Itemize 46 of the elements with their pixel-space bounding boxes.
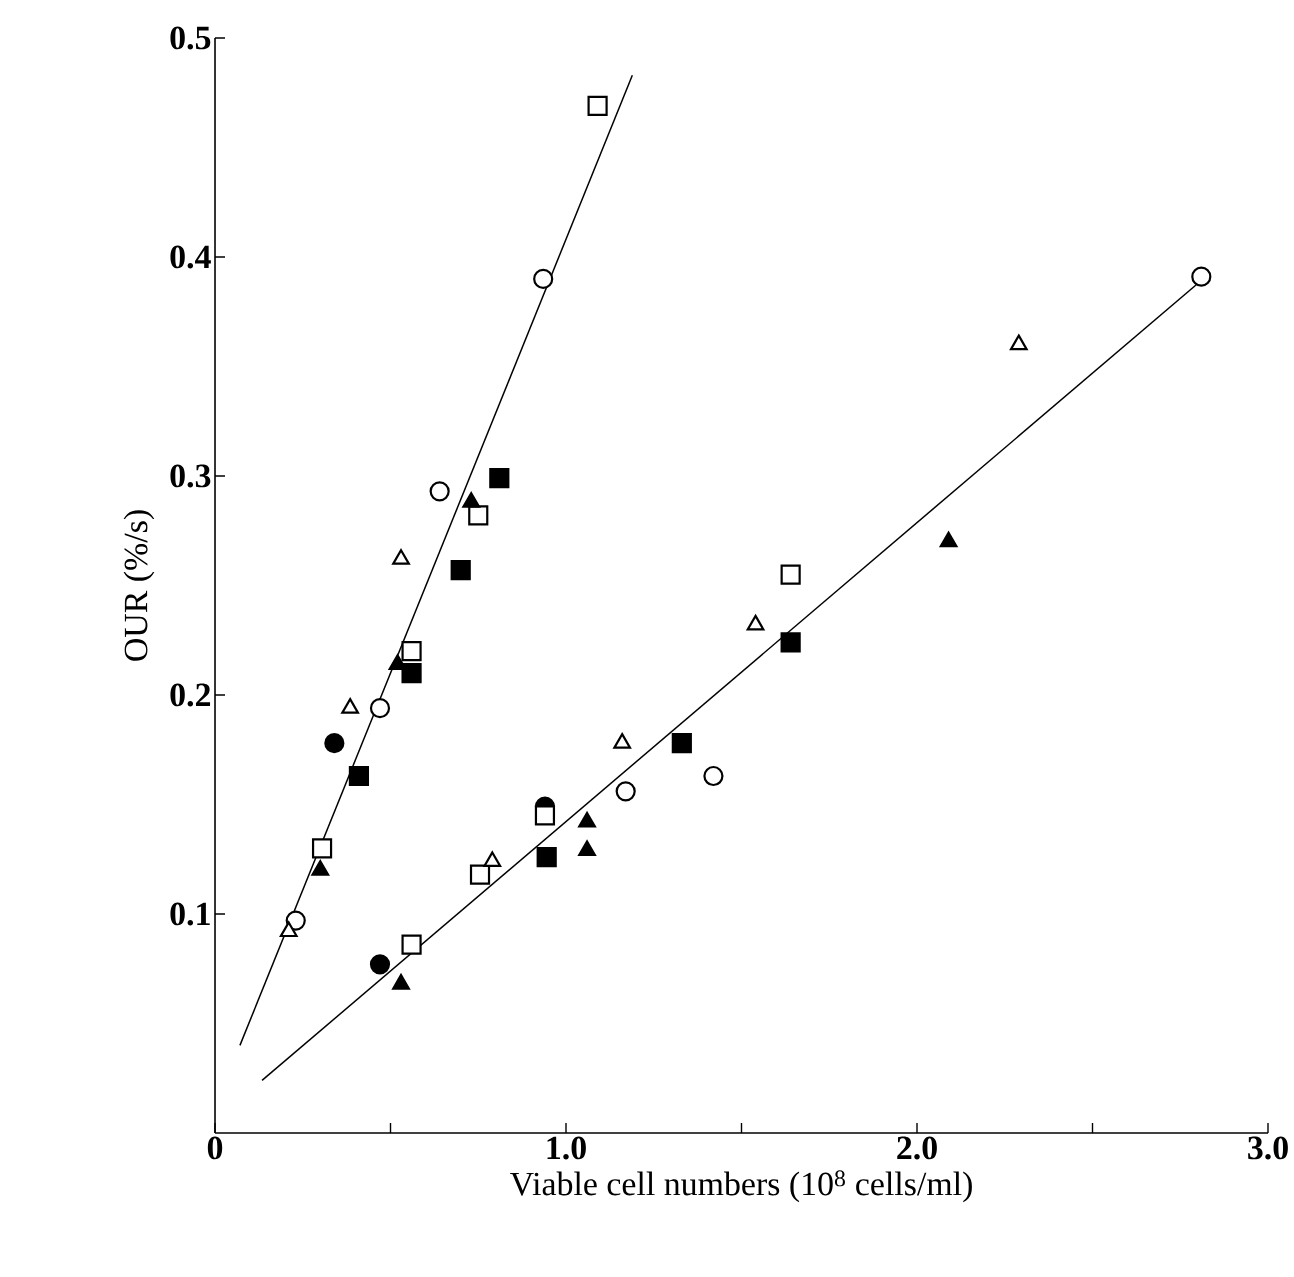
point: [401, 641, 422, 662]
point: [324, 733, 345, 754]
point: [534, 805, 556, 826]
point: [615, 781, 636, 802]
point: [468, 505, 489, 526]
point: [311, 860, 330, 876]
point: [613, 733, 632, 749]
point: [341, 698, 360, 714]
point: [401, 934, 422, 955]
y-tick-label: 0.1: [170, 902, 210, 926]
point: [462, 492, 481, 508]
point: [469, 864, 491, 885]
point: [429, 481, 450, 502]
y-tick-label: 0.2: [170, 683, 211, 707]
point: [939, 531, 958, 548]
point: [533, 268, 554, 289]
point: [392, 973, 410, 990]
point: [401, 662, 422, 684]
x-tick-label: 3.0: [1248, 1136, 1288, 1160]
point: [1009, 334, 1028, 351]
y-axis-title: OUR (%/s): [123, 510, 155, 661]
point: [392, 549, 410, 565]
point: [536, 846, 557, 868]
x-tick-label: 2.0: [897, 1136, 937, 1160]
point: [450, 560, 471, 581]
point: [348, 765, 370, 787]
point: [578, 811, 596, 828]
point: [780, 632, 801, 653]
point: [483, 851, 502, 868]
point: [279, 921, 298, 938]
y-tick-label: 0.4: [170, 245, 211, 269]
point: [369, 698, 391, 719]
x-tick-label: 0: [207, 1136, 223, 1160]
point: [671, 733, 692, 754]
point: [311, 838, 333, 859]
point: [1191, 266, 1212, 287]
point: [578, 840, 596, 857]
point: [587, 95, 608, 116]
y-tick-label: 0.3: [170, 464, 211, 488]
point: [489, 468, 510, 489]
point: [369, 954, 391, 975]
point: [746, 614, 765, 631]
point: [780, 564, 801, 585]
y-tick-label: 0.5: [170, 26, 211, 50]
x-tick-label: 1.0: [547, 1136, 586, 1160]
x-axis-title: Viable cell numbers (10$^{8}$ cells/ml): [510, 1170, 972, 1203]
